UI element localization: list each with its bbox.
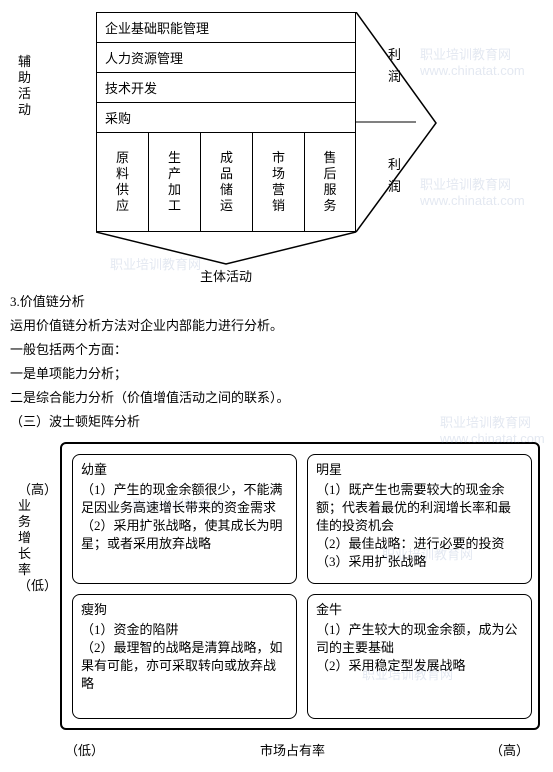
paragraph: 一是单项能力分析； [10, 364, 543, 384]
value-chain-diagram: 辅助活动 企业基础职能管理 人力资源管理 技术开发 采购 原料供应 生产加工 成… [10, 4, 543, 284]
bcg-cell-title: 金牛 [316, 601, 523, 619]
bcg-x-high-label: （高） [490, 740, 529, 759]
vc-primary-activities: 原料供应 生产加工 成品储运 市场营销 售后服务 [96, 132, 356, 232]
bcg-cell-title: 明星 [316, 461, 523, 479]
paragraph: 运用价值链分析方法对企业内部能力进行分析。 [10, 316, 543, 336]
vc-support-row: 人力资源管理 [96, 42, 356, 72]
bcg-x-axis-label: 市场占有率 [260, 740, 325, 759]
paragraph-heading: 3.价值链分析 [10, 292, 543, 312]
vc-primary-cell: 原料供应 [96, 132, 148, 232]
vc-primary-cell: 市场营销 [252, 132, 304, 232]
bcg-cell-line: （2）采用稳定型发展战略 [316, 657, 523, 675]
bcg-cell-line: （1）产生较大的现金余额，成为公司的主要基础 [316, 621, 523, 657]
bcg-outer-box: 幼童 （1）产生的现金余额很少，不能满足因业务高速增长带来的资金需求 （2）采用… [60, 442, 540, 730]
bcg-cell-cow: 金牛 （1）产生较大的现金余额，成为公司的主要基础 （2）采用稳定型发展战略 [307, 594, 532, 719]
vc-primary-cell: 成品储运 [200, 132, 252, 232]
paragraph-heading: （三）波士顿矩阵分析 [10, 412, 543, 432]
vc-arrow-right [356, 12, 456, 234]
vc-margin-label-top: 利润 [388, 44, 402, 88]
vc-support-row: 技术开发 [96, 72, 356, 102]
vc-bottom-label: 主体活动 [200, 266, 252, 285]
vc-side-label: 辅助活动 [18, 54, 32, 118]
bcg-cell-line: （2）最佳战略：进行必要的投资 [316, 535, 523, 553]
bcg-cell-line: （3）采用扩张战略 [316, 553, 523, 571]
vc-arrow-bottom [96, 232, 356, 266]
bcg-matrix: （高）业务增长率（低） 幼童 （1）产生的现金余额很少，不能满足因业务高速增长带… [10, 442, 543, 762]
bcg-cell-line: （2）最理智的战略是清算战略，如果有可能，亦可采取转向或放弃战略 [81, 639, 288, 693]
vc-support-rows: 企业基础职能管理 人力资源管理 技术开发 采购 [96, 12, 356, 132]
vc-primary-cell: 售后服务 [304, 132, 356, 232]
bcg-cell-title: 瘦狗 [81, 601, 288, 619]
paragraph: 一般包括两个方面： [10, 340, 543, 360]
bcg-cell-child: 幼童 （1）产生的现金余额很少，不能满足因业务高速增长带来的资金需求 （2）采用… [72, 454, 297, 584]
vc-margin-label-bottom: 利润 [388, 154, 402, 198]
bcg-y-axis-label: （高）业务增长率（低） [18, 482, 32, 594]
bcg-cell-line: （1）产生的现金余额很少，不能满足因业务高速增长带来的资金需求 [81, 481, 288, 517]
vc-primary-cell: 生产加工 [148, 132, 200, 232]
bcg-cell-line: （1）既产生也需要较大的现金余额；代表着最优的利润增长率和最佳的投资机会 [316, 481, 523, 535]
bcg-cell-title: 幼童 [81, 461, 288, 479]
paragraph: 二是综合能力分析（价值增值活动之间的联系）。 [10, 388, 543, 408]
vc-support-row: 采购 [96, 102, 356, 132]
bcg-cell-line: （1）资金的陷阱 [81, 621, 288, 639]
bcg-x-low-label: （低） [65, 740, 104, 759]
bcg-cell-line: （2）采用扩张战略，使其成长为明星；或者采用放弃战略 [81, 517, 288, 553]
vc-support-row: 企业基础职能管理 [96, 12, 356, 42]
bcg-cell-star: 明星 （1）既产生也需要较大的现金余额；代表着最优的利润增长率和最佳的投资机会 … [307, 454, 532, 584]
bcg-cell-dog: 瘦狗 （1）资金的陷阱 （2）最理智的战略是清算战略，如果有可能，亦可采取转向或… [72, 594, 297, 719]
